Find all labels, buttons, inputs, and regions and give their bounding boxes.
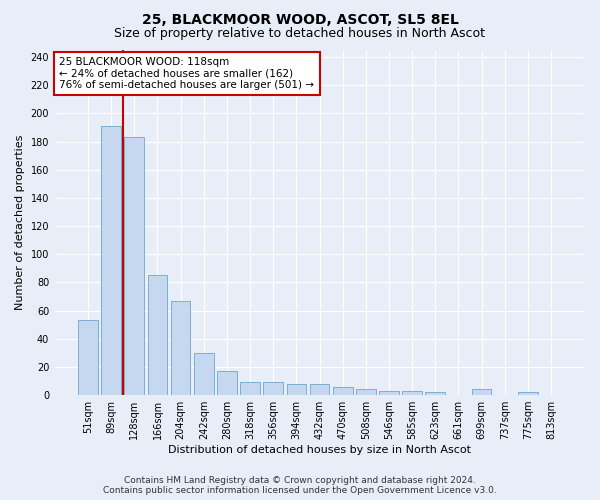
Bar [194, 353, 214, 395]
Bar [124, 138, 144, 395]
Y-axis label: Number of detached properties: Number of detached properties [15, 135, 25, 310]
Bar [217, 371, 237, 395]
Bar [472, 390, 491, 395]
Bar [171, 300, 190, 395]
Bar [263, 382, 283, 395]
Bar [518, 392, 538, 395]
Bar [310, 384, 329, 395]
Bar [148, 276, 167, 395]
Text: Size of property relative to detached houses in North Ascot: Size of property relative to detached ho… [115, 28, 485, 40]
Bar [78, 320, 98, 395]
Bar [356, 390, 376, 395]
Bar [240, 382, 260, 395]
Bar [287, 384, 306, 395]
Bar [333, 386, 353, 395]
Bar [425, 392, 445, 395]
Bar [402, 391, 422, 395]
X-axis label: Distribution of detached houses by size in North Ascot: Distribution of detached houses by size … [168, 445, 471, 455]
Text: 25 BLACKMOOR WOOD: 118sqm
← 24% of detached houses are smaller (162)
76% of semi: 25 BLACKMOOR WOOD: 118sqm ← 24% of detac… [59, 57, 314, 90]
Text: 25, BLACKMOOR WOOD, ASCOT, SL5 8EL: 25, BLACKMOOR WOOD, ASCOT, SL5 8EL [142, 12, 458, 26]
Text: Contains HM Land Registry data © Crown copyright and database right 2024.
Contai: Contains HM Land Registry data © Crown c… [103, 476, 497, 495]
Bar [379, 391, 399, 395]
Bar [101, 126, 121, 395]
